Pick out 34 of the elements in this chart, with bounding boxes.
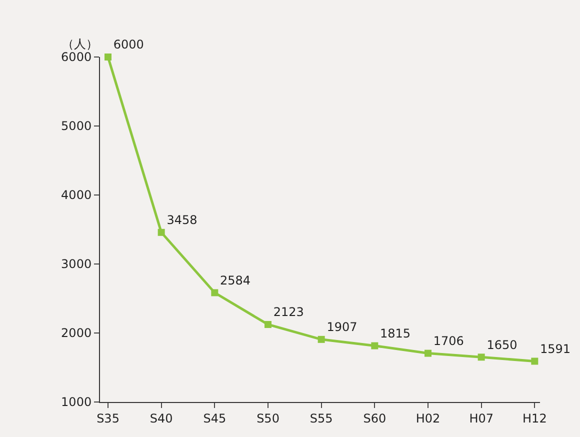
- y-tick-label: 3000: [61, 257, 92, 272]
- point: [424, 350, 432, 357]
- y-tick-label: 4000: [61, 188, 92, 202]
- data-label: 1591: [540, 342, 571, 356]
- data-label: 1907: [326, 320, 358, 334]
- x-tick-label: H02: [416, 411, 440, 426]
- point: [478, 354, 485, 361]
- x-tick-label: S35: [96, 411, 120, 426]
- x-tick-label: S40: [150, 411, 173, 426]
- data-label: 1650: [486, 338, 518, 352]
- x-tick-label: S50: [256, 411, 280, 426]
- point: [264, 321, 272, 328]
- data-label: 2123: [273, 305, 304, 320]
- point: [531, 358, 538, 365]
- y-tick-label: 5000: [61, 119, 92, 134]
- point: [104, 54, 112, 60]
- point: [371, 342, 378, 350]
- x-tick-label: S45: [203, 411, 226, 426]
- point: [158, 228, 165, 236]
- y-tick-label: 1000: [61, 395, 92, 410]
- point: [318, 336, 325, 343]
- data-label: 1706: [433, 334, 464, 348]
- data-label: 6000: [113, 38, 144, 52]
- x-tick-label: S60: [363, 411, 386, 426]
- y-tick-label: 6000: [61, 50, 92, 64]
- y-tick-label: 2000: [61, 326, 92, 340]
- x-tick-label: H12: [522, 411, 547, 426]
- data-label: 2584: [220, 273, 251, 288]
- y-axis-title: （人）: [62, 37, 98, 51]
- point: [211, 289, 218, 296]
- data-label: 1815: [380, 326, 411, 340]
- x-tick-label: H07: [469, 411, 494, 426]
- x-tick-label: S55: [310, 411, 333, 426]
- data-label: 3458: [166, 213, 198, 228]
